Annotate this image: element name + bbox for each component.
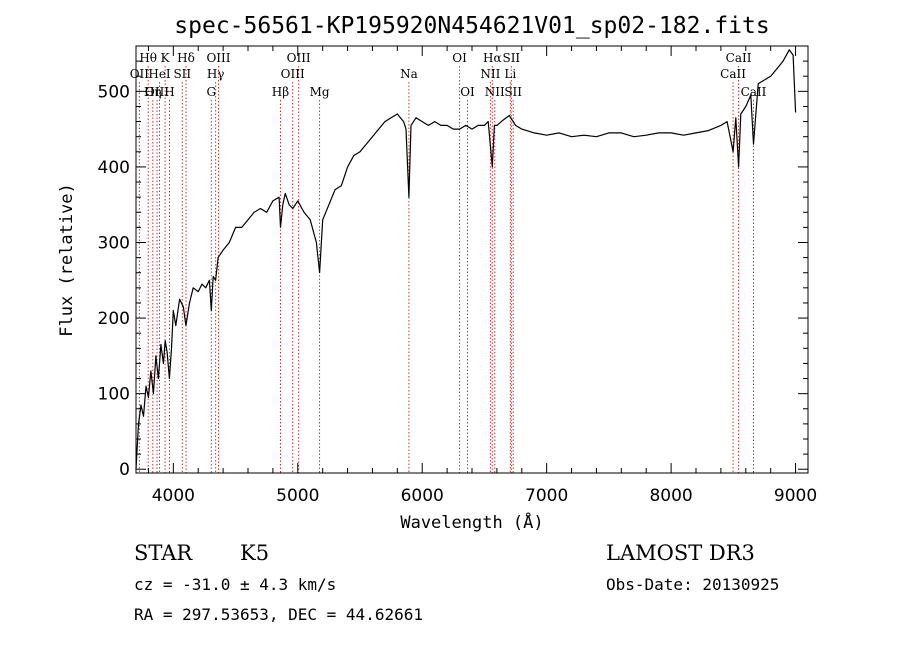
marker-label-7: SII xyxy=(173,67,191,81)
marker-label-4: HeI xyxy=(148,67,171,81)
y-tick-label-5: 500 xyxy=(98,82,130,102)
marker-label-0: OII xyxy=(130,67,150,81)
marker-label-3: K xyxy=(161,51,171,65)
marker-label-16: Na xyxy=(400,67,418,81)
x-tick-label-0: 4000 xyxy=(152,486,195,506)
marker-label-20: SII xyxy=(502,51,520,65)
marker-label-25: CaII xyxy=(726,51,752,65)
plot-frame xyxy=(135,45,809,474)
x-tick-label-4: 8000 xyxy=(649,486,692,506)
marker-label-24: SII xyxy=(504,85,522,99)
marker-label-21: NII xyxy=(480,67,500,81)
y-tick-label-4: 400 xyxy=(98,158,130,178)
marker-label-23: NII xyxy=(485,85,505,99)
chart-title: spec-56561-KP195920N454621V01_sp02-182.f… xyxy=(174,13,769,39)
sky-coordinates: RA = 297.53653, DEC = 44.62661 xyxy=(134,605,423,624)
spectrum-line-0 xyxy=(135,49,797,470)
marker-label-19: Hα xyxy=(483,51,502,65)
line-markers: OII Hθ OIII K HeI Hη H SII Hδ OIII Hγ G Hβ OIII OIII Mg… xyxy=(130,51,767,473)
x-axis-label: Wavelength (Å) xyxy=(400,511,543,533)
marker-label-2: OIII xyxy=(145,85,169,99)
marker-label-5: Hη xyxy=(144,85,162,99)
redshift-velocity: cz = -31.0 ± 4.3 km/s xyxy=(134,575,336,594)
marker-label-18: OI xyxy=(460,85,475,99)
marker-label-1: Hθ xyxy=(139,51,157,65)
observation-date: Obs-Date: 20130925 xyxy=(606,575,779,594)
object-class: STAR xyxy=(134,541,193,565)
x-tick-label-3: 7000 xyxy=(525,486,568,506)
marker-label-6: H xyxy=(164,85,174,99)
marker-label-15: Mg xyxy=(310,85,330,99)
y-tick-label-0: 0 xyxy=(119,460,130,480)
y-tick-label-2: 200 xyxy=(98,309,130,329)
marker-label-10: Hγ xyxy=(207,67,225,81)
y-tick-label-1: 100 xyxy=(98,385,130,405)
marker-label-17: OI xyxy=(452,51,467,65)
x-axis: 4000 5000 6000 7000 8000 9000 xyxy=(147,46,817,506)
marker-label-13: OIII xyxy=(287,51,311,65)
y-axis-label: Flux (relative) xyxy=(57,183,77,337)
marker-label-12: Hβ xyxy=(272,85,289,99)
object-subclass: K5 xyxy=(240,541,269,565)
y-tick-label-3: 300 xyxy=(98,233,130,253)
marker-label-27: CaII xyxy=(741,85,767,99)
marker-label-14: OIII xyxy=(281,67,305,81)
x-tick-label-1: 5000 xyxy=(276,486,319,506)
x-tick-label-5: 9000 xyxy=(774,486,817,506)
marker-label-22: Li xyxy=(504,67,516,81)
survey-name: LAMOST DR3 xyxy=(606,541,755,565)
marker-label-9: OIII xyxy=(206,51,230,65)
marker-label-8: Hδ xyxy=(177,51,195,65)
y-axis: 0 100 200 300 400 500 xyxy=(98,60,808,480)
series-layer xyxy=(135,49,797,470)
marker-label-26: CaII xyxy=(720,67,746,81)
marker-label-11: G xyxy=(206,85,216,99)
x-tick-label-2: 6000 xyxy=(401,486,444,506)
